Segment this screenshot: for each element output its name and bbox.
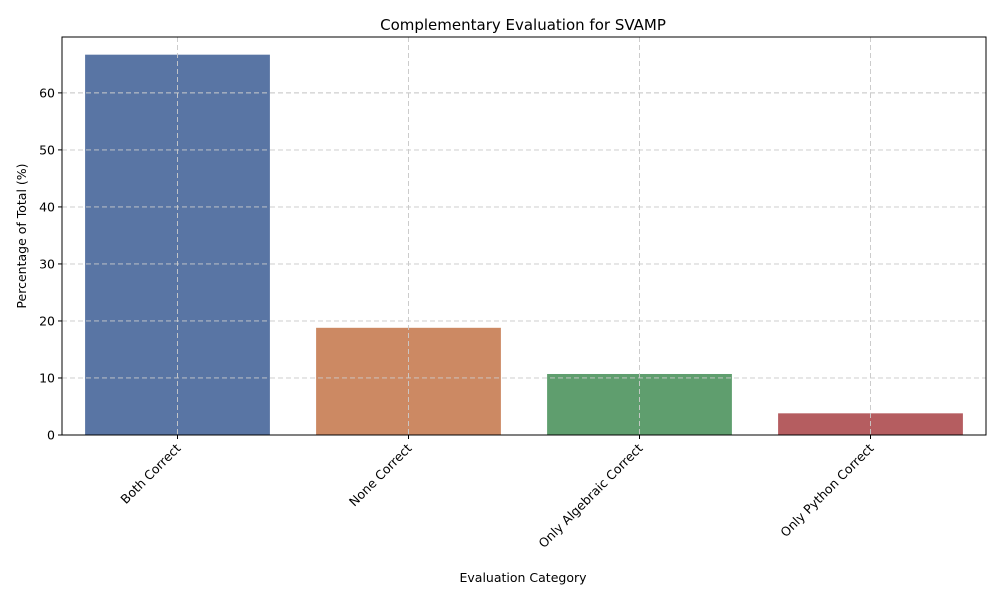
x-tick-label: Only Python Correct: [777, 440, 876, 539]
x-tick-label: Only Algebraic Correct: [535, 440, 645, 550]
x-tick-label: None Correct: [346, 440, 415, 509]
y-tick-label: 10: [39, 370, 55, 385]
y-tick-label: 60: [39, 85, 55, 100]
y-tick-label: 20: [39, 313, 55, 328]
y-tick-label: 40: [39, 199, 55, 214]
x-tick-label: Both Correct: [117, 440, 183, 506]
x-axis-label: Evaluation Category: [459, 570, 587, 585]
y-axis-label: Percentage of Total (%): [14, 163, 29, 308]
y-tick-label: 50: [39, 142, 55, 157]
y-tick-label: 30: [39, 256, 55, 271]
chart-title: Complementary Evaluation for SVAMP: [380, 16, 666, 34]
plot-frame: [61, 36, 987, 436]
y-tick-label: 0: [47, 428, 55, 443]
